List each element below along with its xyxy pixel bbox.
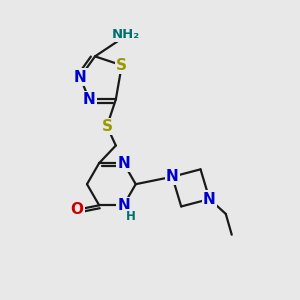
Text: S: S [101,119,112,134]
Text: N: N [117,156,130,171]
Text: S: S [116,58,127,73]
Text: N: N [74,70,86,85]
Text: N: N [166,169,179,184]
Text: NH₂: NH₂ [112,28,140,40]
Text: N: N [83,92,95,107]
Text: O: O [70,202,83,217]
Text: H: H [126,210,136,223]
Text: N: N [203,191,216,206]
Text: N: N [117,198,130,213]
